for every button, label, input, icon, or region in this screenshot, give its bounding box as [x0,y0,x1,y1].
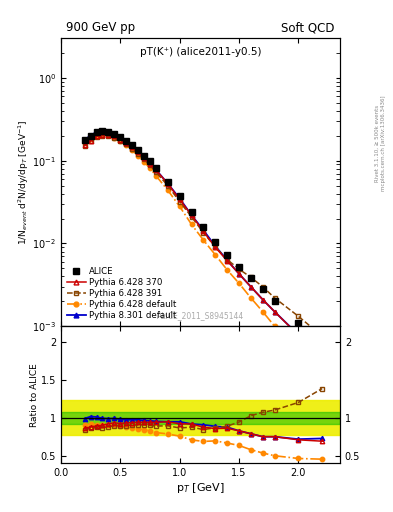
Y-axis label: 1/N$_{event}$ d$^{2}$N/dy/dp$_{T}$ [GeV$^{-1}$]: 1/N$_{event}$ d$^{2}$N/dy/dp$_{T}$ [GeV$… [16,120,31,245]
Text: mcplots.cern.ch [arXiv:1306.3436]: mcplots.cern.ch [arXiv:1306.3436] [381,96,386,191]
X-axis label: p$_{T}$ [GeV]: p$_{T}$ [GeV] [176,481,225,495]
Text: pT(K⁺) (alice2011-y0.5): pT(K⁺) (alice2011-y0.5) [140,47,261,57]
Text: Rivet 3.1.10, ≥ 500k events: Rivet 3.1.10, ≥ 500k events [375,105,380,182]
Text: Soft QCD: Soft QCD [281,21,334,34]
Text: ALICE_2011_S8945144: ALICE_2011_S8945144 [157,311,244,321]
Y-axis label: Ratio to ALICE: Ratio to ALICE [30,363,39,426]
Legend: ALICE, Pythia 6.428 370, Pythia 6.428 391, Pythia 6.428 default, Pythia 8.301 de: ALICE, Pythia 6.428 370, Pythia 6.428 39… [65,265,178,322]
Text: 900 GeV pp: 900 GeV pp [66,21,136,34]
